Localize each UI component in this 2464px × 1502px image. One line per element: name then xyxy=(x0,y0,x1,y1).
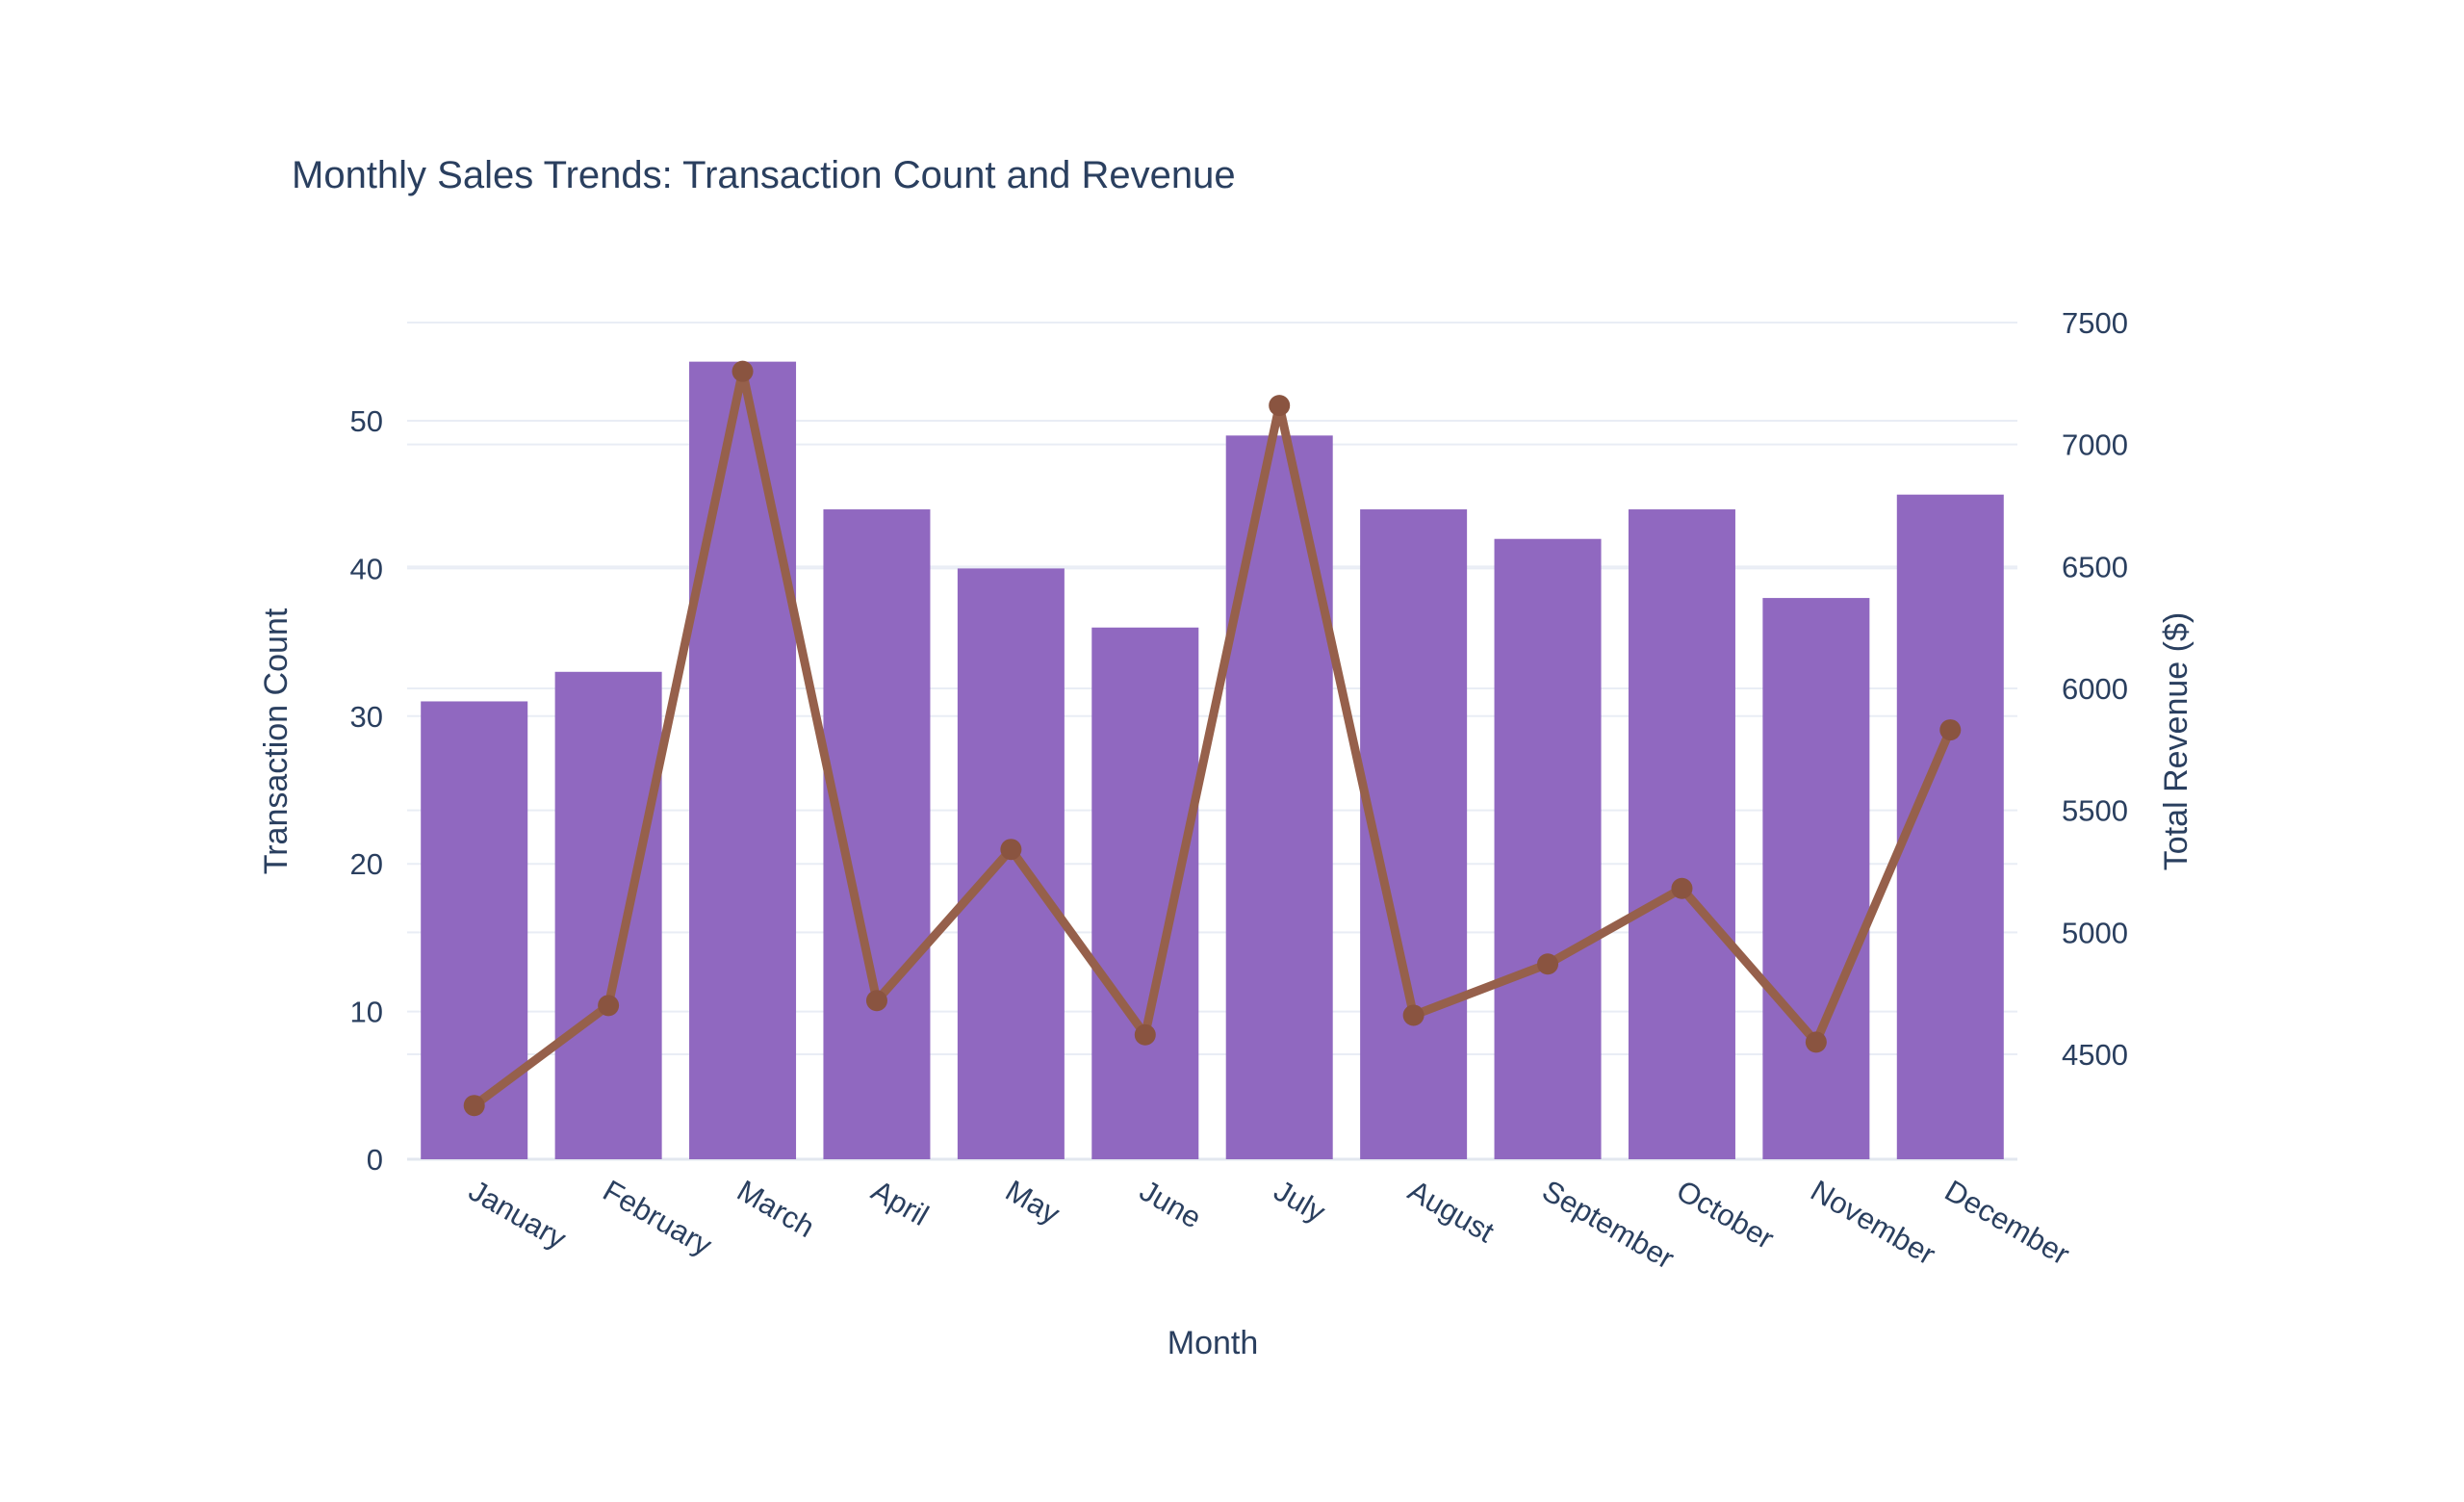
y-axis-title-left: Transaction Count xyxy=(258,608,295,874)
marker-december[interactable] xyxy=(1939,719,1962,741)
bar-june[interactable] xyxy=(1091,627,1199,1159)
chart-title: Monthly Sales Trends: Transaction Count … xyxy=(292,154,1236,196)
y-tick-label-left: 0 xyxy=(367,1143,383,1177)
y-tick-label-right: 6000 xyxy=(2062,672,2128,706)
marker-january[interactable] xyxy=(463,1095,485,1117)
bar-february[interactable] xyxy=(554,671,662,1159)
marker-august[interactable] xyxy=(1402,1004,1424,1026)
marker-june[interactable] xyxy=(1134,1023,1156,1046)
y-tick-label-left: 30 xyxy=(350,700,383,734)
x-tick-label-may: May xyxy=(1000,1174,1066,1231)
bar-september[interactable] xyxy=(1494,538,1602,1159)
bar-march[interactable] xyxy=(689,361,797,1159)
x-tick-label-march: March xyxy=(732,1174,820,1244)
bar-december[interactable] xyxy=(1896,494,2004,1159)
bar-may[interactable] xyxy=(957,568,1065,1159)
y-tick-label-right: 6500 xyxy=(2062,550,2128,583)
gridlines xyxy=(407,322,2017,1161)
bar-series xyxy=(421,361,2004,1160)
bar-january[interactable] xyxy=(421,701,528,1159)
y-tick-label-right: 4500 xyxy=(2062,1038,2128,1072)
y-tick-label-left: 50 xyxy=(350,404,383,438)
x-tick-label-october: October xyxy=(1671,1174,1780,1256)
y-axis-ticks-right: 4500 5000 5500 6000 6500 7000 7500 xyxy=(2062,306,2128,1072)
y-axis-ticks-left: 0 10 20 30 40 50 xyxy=(350,404,383,1177)
x-tick-label-february: February xyxy=(598,1174,718,1263)
x-tick-label-april: April xyxy=(865,1174,934,1232)
line-series xyxy=(463,360,1962,1117)
bar-november[interactable] xyxy=(1762,598,1870,1159)
x-axis-ticks: January February March April May June July Augu… xyxy=(463,1174,2075,1276)
marker-may[interactable] xyxy=(1000,839,1022,861)
marker-september[interactable] xyxy=(1537,953,1559,975)
x-tick-label-january: January xyxy=(463,1174,572,1256)
y-tick-label-left: 40 xyxy=(350,552,383,585)
y-axis-title-right: Total Revenue ($) xyxy=(2158,612,2194,870)
bar-july[interactable] xyxy=(1225,435,1333,1160)
x-tick-label-november: November xyxy=(1805,1174,1940,1272)
marker-july[interactable] xyxy=(1269,395,1291,417)
x-tick-label-august: August xyxy=(1402,1174,1500,1250)
y-tick-label-left: 10 xyxy=(350,996,383,1029)
marker-october[interactable] xyxy=(1671,877,1693,899)
y-tick-label-right: 5500 xyxy=(2062,794,2128,828)
y-tick-label-right: 5000 xyxy=(2062,916,2128,949)
y-tick-label-right: 7500 xyxy=(2062,306,2128,340)
revenue-line xyxy=(470,367,1955,1110)
x-axis-title: Month xyxy=(1168,1325,1259,1361)
y-tick-label-right: 7000 xyxy=(2062,428,2128,462)
marker-november[interactable] xyxy=(1805,1031,1827,1053)
y-tick-label-left: 20 xyxy=(350,847,383,881)
marker-march[interactable] xyxy=(732,360,754,382)
bar-october[interactable] xyxy=(1628,509,1735,1159)
x-tick-label-july: July xyxy=(1269,1174,1332,1230)
marker-february[interactable] xyxy=(598,995,620,1017)
x-tick-label-december: December xyxy=(1939,1174,2075,1272)
x-tick-label-september: September xyxy=(1537,1174,1681,1276)
x-tick-label-june: June xyxy=(1134,1174,1207,1235)
marker-april[interactable] xyxy=(865,990,887,1012)
